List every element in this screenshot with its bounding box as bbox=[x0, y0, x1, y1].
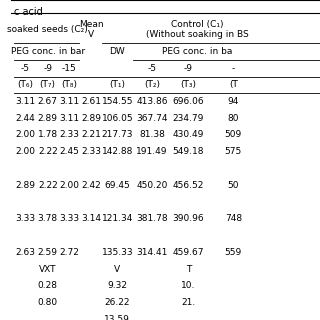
Text: -5: -5 bbox=[21, 64, 30, 73]
Text: (T₇): (T₇) bbox=[40, 80, 56, 89]
Text: 3.11: 3.11 bbox=[59, 97, 79, 106]
Text: 142.88: 142.88 bbox=[102, 147, 133, 156]
Text: 135.33: 135.33 bbox=[101, 248, 133, 257]
Text: 2.42: 2.42 bbox=[81, 181, 101, 190]
Text: (T₈): (T₈) bbox=[61, 80, 77, 89]
Text: 106.05: 106.05 bbox=[101, 114, 133, 123]
Text: 2.33: 2.33 bbox=[60, 130, 79, 139]
Text: 2.89: 2.89 bbox=[15, 181, 35, 190]
Text: 2.21: 2.21 bbox=[81, 130, 101, 139]
Text: DW: DW bbox=[109, 47, 125, 56]
Text: -15: -15 bbox=[62, 64, 77, 73]
Text: 3.11: 3.11 bbox=[15, 97, 35, 106]
Text: 2.22: 2.22 bbox=[38, 147, 58, 156]
Text: 3.11: 3.11 bbox=[59, 114, 79, 123]
Text: 2.61: 2.61 bbox=[81, 97, 101, 106]
Text: 2.89: 2.89 bbox=[38, 114, 58, 123]
Text: 0.28: 0.28 bbox=[38, 282, 58, 291]
Text: Control (C₁)
(Without soaking in BS: Control (C₁) (Without soaking in BS bbox=[146, 20, 249, 39]
Text: 367.74: 367.74 bbox=[136, 114, 168, 123]
Text: 154.55: 154.55 bbox=[102, 97, 133, 106]
Text: PEG conc. in ba: PEG conc. in ba bbox=[162, 47, 233, 56]
Text: 381.78: 381.78 bbox=[136, 214, 168, 223]
Text: -9: -9 bbox=[43, 64, 52, 73]
Text: 2.63: 2.63 bbox=[15, 248, 35, 257]
Text: 549.18: 549.18 bbox=[173, 147, 204, 156]
Text: (T₃): (T₃) bbox=[180, 80, 196, 89]
Text: 26.22: 26.22 bbox=[105, 298, 130, 307]
Text: -5: -5 bbox=[148, 64, 156, 73]
Text: 3.33: 3.33 bbox=[15, 214, 35, 223]
Text: 2.33: 2.33 bbox=[81, 147, 101, 156]
Text: 696.06: 696.06 bbox=[173, 97, 204, 106]
Text: 3.33: 3.33 bbox=[59, 214, 79, 223]
Text: 509: 509 bbox=[225, 130, 242, 139]
Text: 121.34: 121.34 bbox=[102, 214, 133, 223]
Text: 2.72: 2.72 bbox=[60, 248, 79, 257]
Text: 2.00: 2.00 bbox=[60, 181, 79, 190]
Text: 217.73: 217.73 bbox=[102, 130, 133, 139]
Text: 559: 559 bbox=[225, 248, 242, 257]
Text: c acid: c acid bbox=[14, 7, 43, 17]
Text: 3.14: 3.14 bbox=[81, 214, 101, 223]
Text: 2.00: 2.00 bbox=[15, 130, 35, 139]
Text: 2.44: 2.44 bbox=[15, 114, 35, 123]
Text: VXT: VXT bbox=[39, 265, 57, 274]
Text: 314.41: 314.41 bbox=[136, 248, 168, 257]
Text: 3.78: 3.78 bbox=[38, 214, 58, 223]
Text: V: V bbox=[114, 265, 120, 274]
Text: 2.45: 2.45 bbox=[60, 147, 79, 156]
Text: 9.32: 9.32 bbox=[107, 282, 127, 291]
Text: 69.45: 69.45 bbox=[104, 181, 130, 190]
Text: 0.80: 0.80 bbox=[38, 298, 58, 307]
Text: (T₁): (T₁) bbox=[109, 80, 125, 89]
Text: 94: 94 bbox=[228, 97, 239, 106]
Text: T: T bbox=[186, 265, 191, 274]
Text: 80: 80 bbox=[228, 114, 239, 123]
Text: 21.: 21. bbox=[181, 298, 196, 307]
Text: 450.20: 450.20 bbox=[136, 181, 168, 190]
Text: 2.22: 2.22 bbox=[38, 181, 58, 190]
Text: 2.00: 2.00 bbox=[15, 147, 35, 156]
Text: 13.59: 13.59 bbox=[104, 315, 130, 320]
Text: Mean
V: Mean V bbox=[79, 20, 103, 39]
Text: 390.96: 390.96 bbox=[173, 214, 204, 223]
Text: 575: 575 bbox=[225, 147, 242, 156]
Text: (T: (T bbox=[229, 80, 238, 89]
Text: (T₂): (T₂) bbox=[144, 80, 160, 89]
Text: 10.: 10. bbox=[181, 282, 196, 291]
Text: 2.89: 2.89 bbox=[81, 114, 101, 123]
Text: 191.49: 191.49 bbox=[136, 147, 168, 156]
Text: 1.78: 1.78 bbox=[38, 130, 58, 139]
Text: 2.59: 2.59 bbox=[38, 248, 58, 257]
Text: 234.79: 234.79 bbox=[173, 114, 204, 123]
Text: 430.49: 430.49 bbox=[173, 130, 204, 139]
Text: soaked seeds (C₂): soaked seeds (C₂) bbox=[7, 25, 88, 34]
Text: 2.67: 2.67 bbox=[38, 97, 58, 106]
Text: -9: -9 bbox=[184, 64, 193, 73]
Text: 81.38: 81.38 bbox=[139, 130, 165, 139]
Text: -: - bbox=[232, 64, 235, 73]
Text: 50: 50 bbox=[228, 181, 239, 190]
Text: (T₆): (T₆) bbox=[17, 80, 33, 89]
Text: PEG conc. in bar: PEG conc. in bar bbox=[11, 47, 85, 56]
Text: 456.52: 456.52 bbox=[173, 181, 204, 190]
Text: 413.86: 413.86 bbox=[136, 97, 168, 106]
Text: 748: 748 bbox=[225, 214, 242, 223]
Text: 459.67: 459.67 bbox=[173, 248, 204, 257]
